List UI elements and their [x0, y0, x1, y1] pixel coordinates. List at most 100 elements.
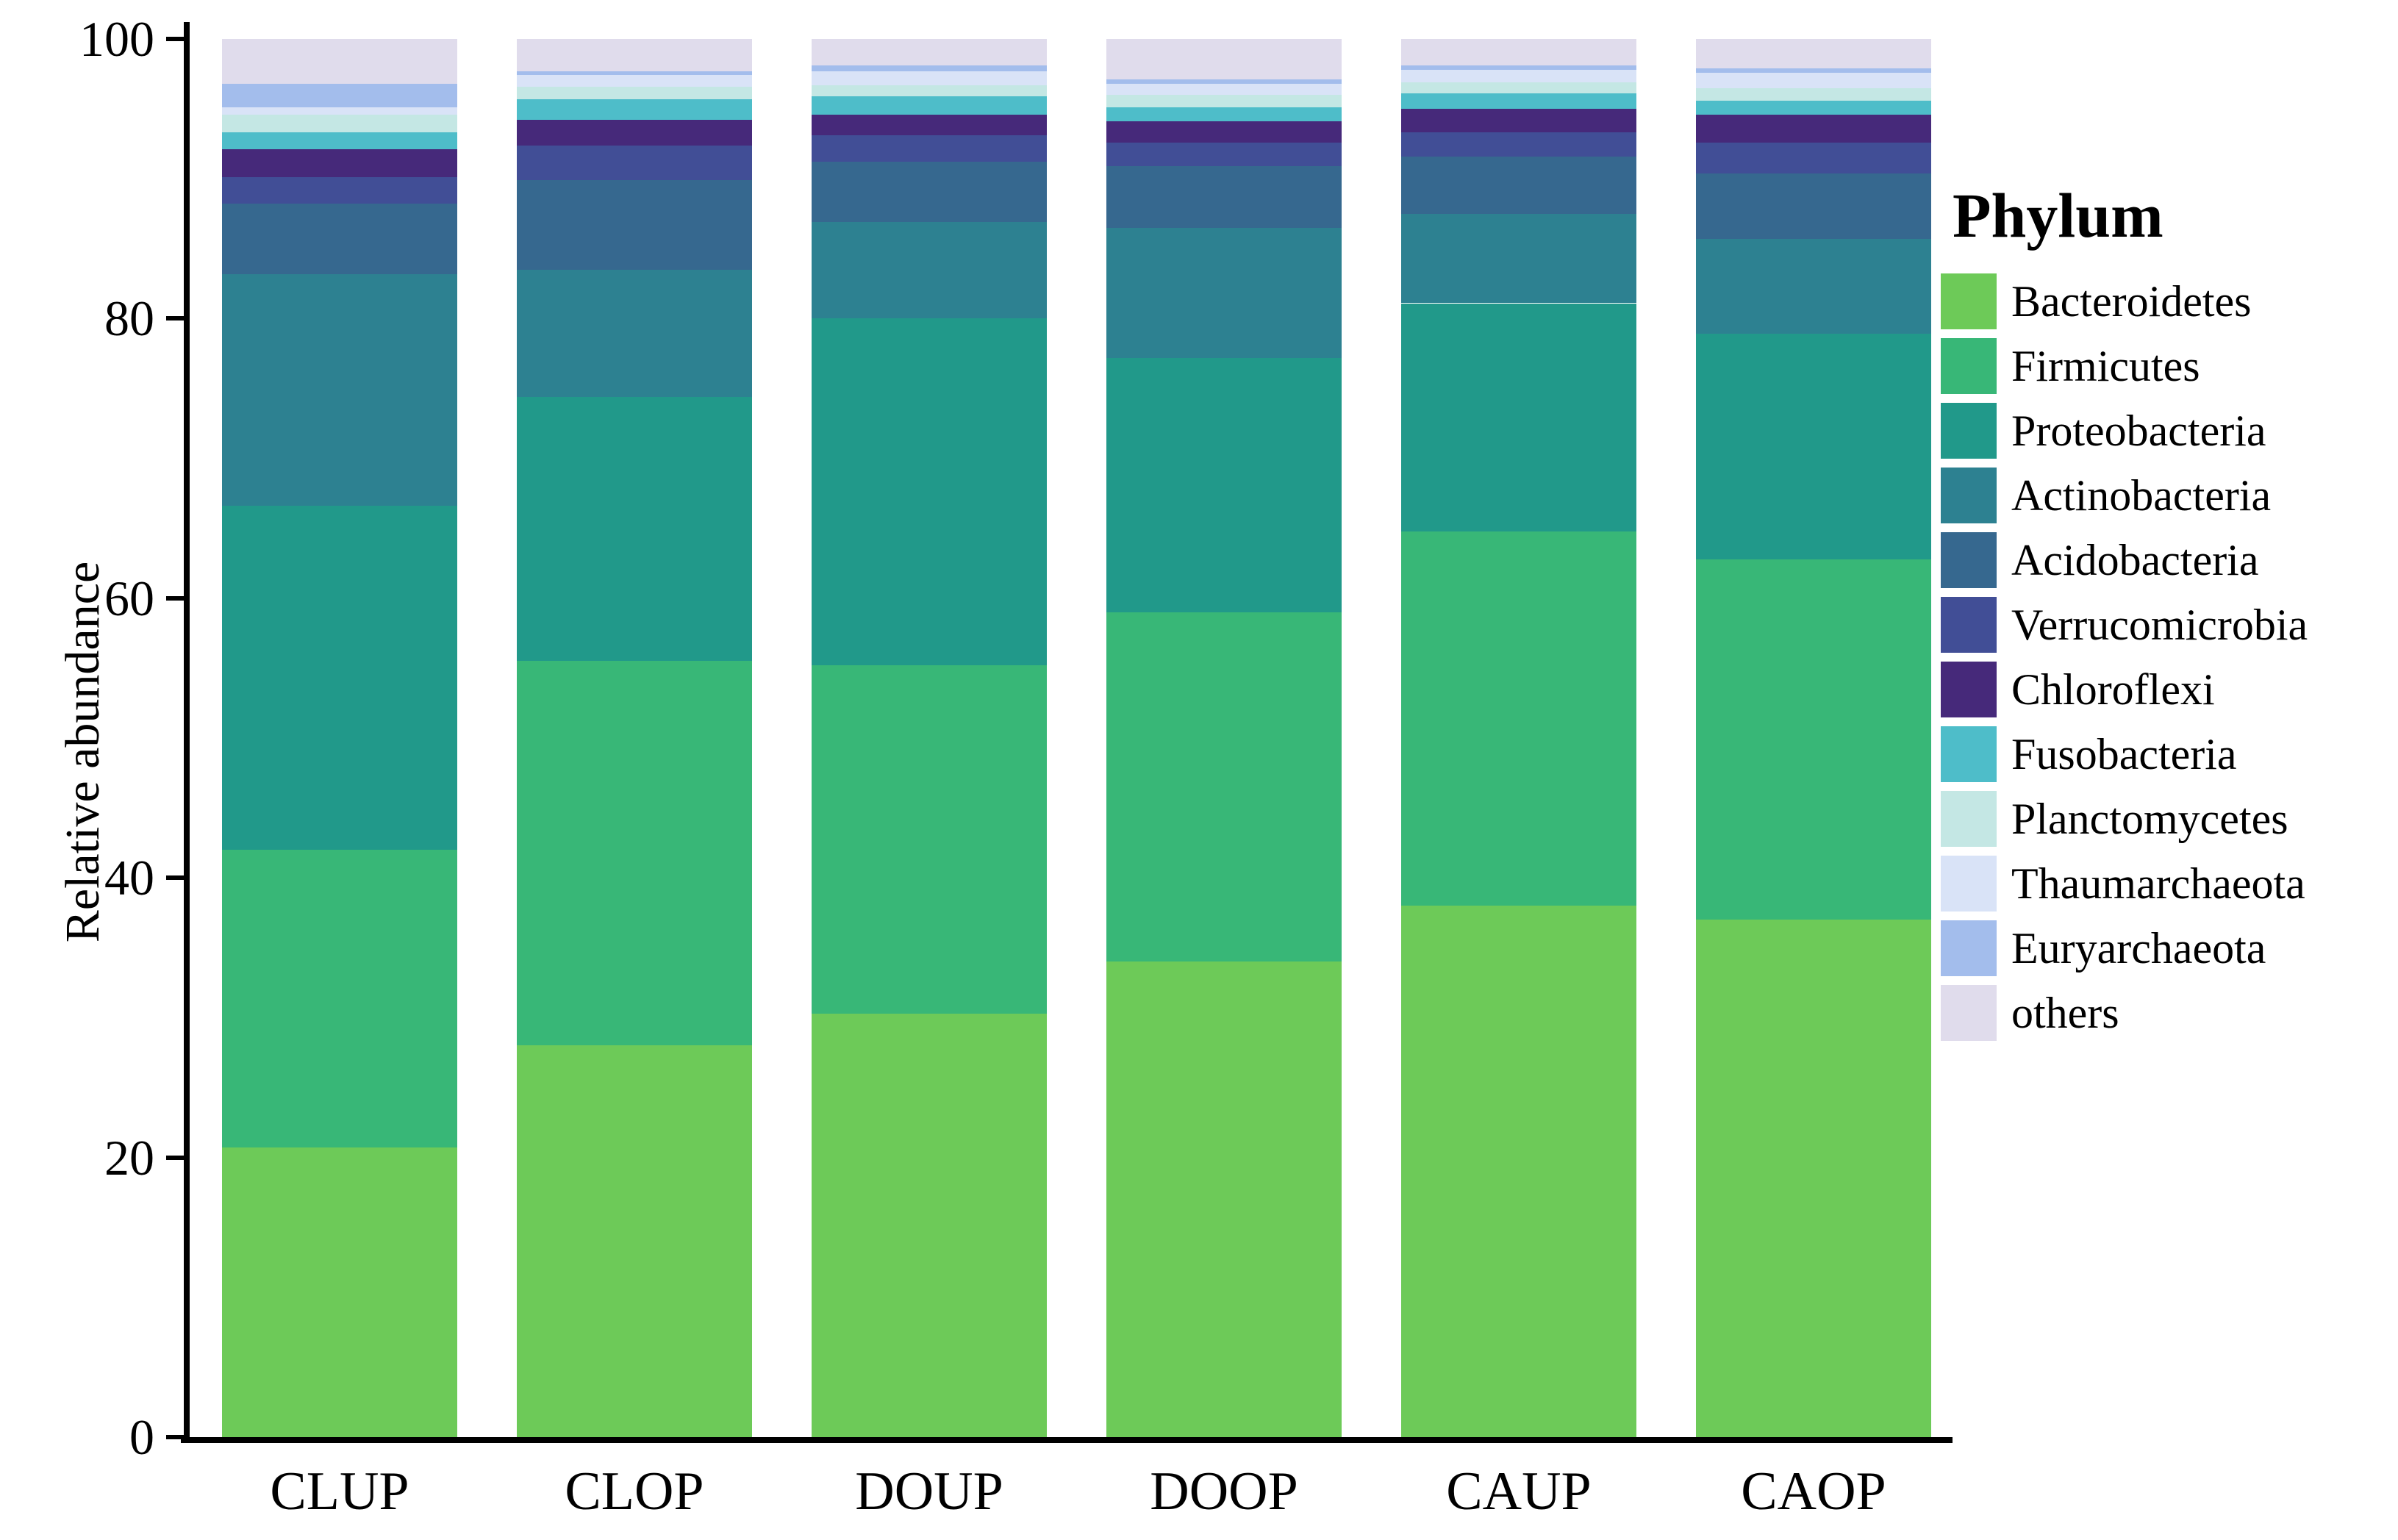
legend-swatch-euryarchaeota	[1941, 920, 1997, 976]
segment-bacteroidetes	[517, 1045, 752, 1437]
segment-verrucomicrobia	[1696, 142, 1931, 173]
x-tick-label-doop: DOOP	[1150, 1461, 1298, 1522]
y-tick-mark	[166, 1155, 184, 1160]
segment-acidobacteria	[1696, 173, 1931, 239]
segment-firmicutes	[1106, 612, 1342, 962]
legend-swatch-proteobacteria	[1941, 403, 1997, 459]
y-tick-mark	[166, 37, 184, 41]
legend-item-firmicutes: Firmicutes	[1941, 338, 2389, 394]
legend: Phylum Bacteroidetes Firmicutes Proteobact…	[1941, 184, 2389, 1050]
legend-swatch-thaumarchaeota	[1941, 856, 1997, 912]
y-tick-mark	[166, 316, 184, 321]
segment-euryarchaeota	[1696, 68, 1931, 73]
legend-swatch-acidobacteria	[1941, 532, 1997, 588]
legend-swatch-verrucomicrobia	[1941, 597, 1997, 653]
segment-proteobacteria	[1401, 303, 1636, 531]
segment-others	[1696, 39, 1931, 68]
segment-firmicutes	[517, 661, 752, 1046]
segment-proteobacteria	[222, 506, 457, 850]
legend-label: Acidobacteria	[2011, 536, 2259, 584]
segment-planctomycetes	[222, 114, 457, 133]
segment-firmicutes	[1401, 531, 1636, 906]
x-tick-label-caup: CAUP	[1446, 1461, 1592, 1522]
y-tick-mark	[166, 875, 184, 881]
segment-chloroflexi	[1696, 114, 1931, 143]
segment-fusobacteria	[517, 99, 752, 121]
legend-rows: Bacteroidetes Firmicutes Proteobacteria Act…	[1941, 273, 2389, 1041]
y-tick-label: 60	[104, 570, 154, 626]
segment-thaumarchaeota	[222, 107, 457, 115]
legend-item-acidobacteria: Acidobacteria	[1941, 532, 2389, 588]
legend-swatch-bacteroidetes	[1941, 273, 1997, 329]
legend-swatch-firmicutes	[1941, 338, 1997, 394]
segment-planctomycetes	[1401, 82, 1636, 94]
x-tick-label-clup: CLUP	[270, 1461, 409, 1522]
segment-actinobacteria	[1106, 227, 1342, 358]
legend-swatch-planctomycetes	[1941, 791, 1997, 847]
y-axis-line	[184, 22, 190, 1443]
segment-planctomycetes	[1696, 87, 1931, 101]
stacked-bar-clup	[222, 39, 457, 1437]
segment-thaumarchaeota	[517, 75, 752, 87]
stacked-bar-clop	[517, 39, 752, 1437]
segment-chloroflexi	[222, 149, 457, 178]
segment-thaumarchaeota	[1401, 69, 1636, 82]
legend-label: Firmicutes	[2011, 342, 2200, 390]
segment-fusobacteria	[222, 132, 457, 150]
segment-chloroflexi	[1106, 121, 1342, 143]
segment-bacteroidetes	[812, 1013, 1047, 1437]
legend-item-actinobacteria: Actinobacteria	[1941, 468, 2389, 523]
y-tick-mark	[166, 1435, 184, 1439]
y-tick-label: 0	[129, 1409, 154, 1465]
segment-others	[1106, 39, 1342, 80]
legend-label: others	[2011, 989, 2119, 1037]
segment-acidobacteria	[1401, 156, 1636, 214]
legend-label: Thaumarchaeota	[2011, 859, 2305, 908]
x-axis-line	[181, 1437, 1953, 1443]
segment-proteobacteria	[517, 396, 752, 662]
legend-item-others: others	[1941, 985, 2389, 1041]
segment-euryarchaeota	[1401, 65, 1636, 70]
x-tick-label-doup: DOUP	[855, 1461, 1003, 1522]
y-tick-label: 80	[104, 290, 154, 347]
y-tick-mark	[166, 595, 184, 601]
legend-swatch-fusobacteria	[1941, 726, 1997, 782]
segment-verrucomicrobia	[1106, 142, 1342, 167]
segment-verrucomicrobia	[517, 145, 752, 181]
segment-acidobacteria	[812, 162, 1047, 223]
segment-fusobacteria	[1401, 93, 1636, 110]
segment-bacteroidetes	[1401, 906, 1636, 1437]
segment-actinobacteria	[1696, 239, 1931, 334]
segment-planctomycetes	[812, 85, 1047, 96]
segment-thaumarchaeota	[1106, 83, 1342, 96]
segment-planctomycetes	[1106, 95, 1342, 108]
segment-firmicutes	[222, 850, 457, 1148]
stacked-bar-doop	[1106, 39, 1342, 1437]
y-tick-label: 40	[104, 850, 154, 906]
stacked-bar-caup	[1401, 39, 1636, 1437]
segment-actinobacteria	[1401, 213, 1636, 304]
segment-euryarchaeota	[1106, 79, 1342, 84]
segment-fusobacteria	[812, 96, 1047, 115]
legend-label: Bacteroidetes	[2011, 277, 2252, 326]
legend-label: Verrucomicrobia	[2011, 601, 2308, 649]
segment-verrucomicrobia	[1401, 132, 1636, 157]
segment-bacteroidetes	[1106, 961, 1342, 1437]
x-tick-label-clop: CLOP	[565, 1461, 704, 1522]
legend-label: Euryarchaeota	[2011, 924, 2266, 973]
legend-label: Planctomycetes	[2011, 795, 2288, 843]
segment-verrucomicrobia	[222, 177, 457, 204]
segment-bacteroidetes	[1696, 920, 1931, 1437]
segment-actinobacteria	[812, 222, 1047, 319]
legend-label: Actinobacteria	[2011, 471, 2272, 520]
legend-label: Proteobacteria	[2011, 407, 2266, 455]
segment-fusobacteria	[1696, 100, 1931, 115]
segment-proteobacteria	[1696, 334, 1931, 559]
segment-euryarchaeota	[812, 65, 1047, 71]
legend-swatch-others	[1941, 985, 1997, 1041]
segment-euryarchaeota	[517, 71, 752, 76]
legend-item-bacteroidetes: Bacteroidetes	[1941, 273, 2389, 329]
legend-label: Fusobacteria	[2011, 730, 2237, 778]
segment-others	[812, 39, 1047, 66]
